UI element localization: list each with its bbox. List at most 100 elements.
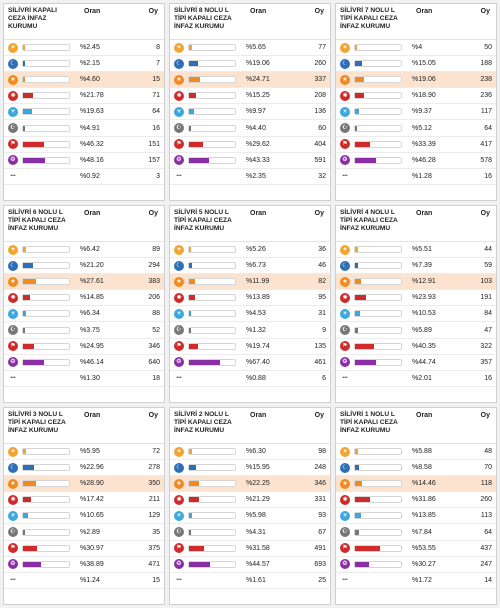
bar-track — [354, 92, 402, 100]
bar-fill — [23, 497, 31, 503]
six-arrows-icon: ✺ — [8, 292, 18, 303]
bar-fill — [355, 109, 360, 115]
bar-track — [354, 326, 402, 334]
bar-track — [22, 544, 70, 552]
vote-count: 693 — [314, 560, 326, 568]
percent-value: %4.53 — [246, 310, 266, 318]
sun-icon: ☀ — [8, 510, 18, 521]
panel-title: SİLİVRİ KAPALI CEZA İNFAZ KURUMU — [8, 7, 57, 30]
vote-count: 417 — [480, 140, 492, 148]
table-row: ⚑ %53.55 437 — [336, 541, 496, 557]
percent-value: %22.25 — [246, 480, 270, 488]
vote-count: 60 — [318, 124, 326, 132]
vote-count: 471 — [148, 560, 160, 568]
table-row: ❂ %46.28 578 — [336, 153, 496, 169]
table-row: ❂ %67.40 461 — [170, 355, 330, 371]
bar-fill — [23, 343, 35, 349]
results-panel: SİLİVRİ 4 NOLU L TİPİ KAPALI CEZA İNFAZ … — [335, 205, 497, 403]
bar-track — [354, 464, 402, 472]
bar-track — [354, 310, 402, 318]
bulb-icon: ✦ — [174, 42, 184, 53]
bar-fill — [189, 497, 199, 503]
percent-value: %21.20 — [80, 262, 104, 270]
table-row: ☪ %7.84 64 — [336, 524, 496, 541]
bar-track — [22, 294, 70, 302]
results-panel: SİLİVRİ 7 NOLU L TİPİ KAPALI CEZA İNFAZ … — [335, 3, 497, 201]
table-row: ••• %1.61 25 — [170, 573, 330, 589]
bar-fill — [23, 125, 26, 131]
bar-fill — [23, 45, 25, 51]
six-arrows-icon: ✺ — [340, 90, 350, 101]
percent-value: %46.28 — [412, 156, 436, 164]
bar-fill — [23, 141, 45, 147]
bar-fill — [189, 545, 204, 551]
percent-value: %5.12 — [412, 124, 432, 132]
table-row: ❂ %38.89 471 — [4, 557, 164, 573]
percent-value: %1.24 — [80, 576, 100, 584]
table-row: ★ %14.46 118 — [336, 476, 496, 493]
vote-count: 15 — [152, 576, 160, 584]
percent-value: %19.63 — [80, 108, 104, 116]
crescent-star-icon: ☪ — [8, 123, 18, 134]
vote-count: 88 — [152, 310, 160, 318]
bar-track — [354, 262, 402, 270]
oy-header: Oy — [148, 412, 158, 419]
results-grid: SİLİVRİ KAPALI CEZA İNFAZ KURUMU Oran Oy ✦%… — [3, 3, 497, 605]
vote-count: 32 — [318, 172, 326, 180]
bar-track — [22, 342, 70, 350]
table-row: ☾ %7.39 59 — [336, 258, 496, 275]
vote-count: 6 — [322, 374, 326, 382]
bar-track — [188, 480, 236, 488]
table-row: ☪ %4.40 60 — [170, 120, 330, 137]
bar-fill — [189, 45, 192, 51]
dots-icon: ••• — [10, 172, 16, 179]
bar-track — [22, 60, 70, 68]
dots-icon: ••• — [176, 374, 182, 381]
panel-title: SİLİVRİ 3 NOLU L TİPİ KAPALI CEZA İNFAZ … — [8, 411, 66, 434]
bar-track — [354, 140, 402, 148]
bar-fill — [189, 481, 200, 487]
six-arrows-icon: ✺ — [340, 494, 350, 505]
vote-count: 50 — [484, 44, 492, 52]
table-row: ⚑ %24.95 346 — [4, 339, 164, 355]
table-row: ✺ %21.29 331 — [170, 492, 330, 509]
bar-fill — [355, 247, 358, 253]
vote-count: 331 — [314, 496, 326, 504]
percent-value: %0.92 — [80, 172, 100, 180]
vote-count: 25 — [318, 576, 326, 584]
percent-value: %10.65 — [80, 512, 104, 520]
crescent-star-icon: ☪ — [340, 123, 350, 134]
percent-value: %4.91 — [80, 124, 100, 132]
percent-value: %38.89 — [80, 560, 104, 568]
flag-icon: ⚑ — [8, 341, 18, 352]
table-row: ✺ %13.89 95 — [170, 290, 330, 307]
table-row: ❂ %48.16 157 — [4, 153, 164, 169]
vote-count: 46 — [318, 262, 326, 270]
vote-count: 44 — [484, 246, 492, 254]
vote-count: 578 — [480, 156, 492, 164]
flag-icon: ⚑ — [174, 139, 184, 150]
bar-track — [22, 44, 70, 52]
table-row: ✦ %5.88 48 — [336, 444, 496, 461]
vote-count: 461 — [314, 358, 326, 366]
percent-value: %2.89 — [80, 528, 100, 536]
bar-track — [188, 76, 236, 84]
vote-count: 191 — [480, 294, 492, 302]
sun-icon: ☀ — [8, 308, 18, 319]
star-badge-icon: ★ — [174, 276, 184, 287]
bar-fill — [355, 327, 358, 333]
oy-header: Oy — [314, 412, 324, 419]
table-row: ••• %2.01 16 — [336, 371, 496, 387]
vote-count: 84 — [484, 310, 492, 318]
dots-icon: ••• — [342, 374, 348, 381]
bar-fill — [23, 295, 30, 301]
bar-fill — [355, 449, 358, 455]
percent-value: %15.25 — [246, 92, 270, 100]
bar-track — [22, 108, 70, 116]
percent-value: %8.58 — [412, 464, 432, 472]
emblem-icon: ❂ — [340, 559, 350, 570]
table-row: ★ %22.25 346 — [170, 476, 330, 493]
vote-count: 16 — [484, 374, 492, 382]
percent-value: %5.26 — [246, 246, 266, 254]
table-row: ⚑ %40.35 322 — [336, 339, 496, 355]
